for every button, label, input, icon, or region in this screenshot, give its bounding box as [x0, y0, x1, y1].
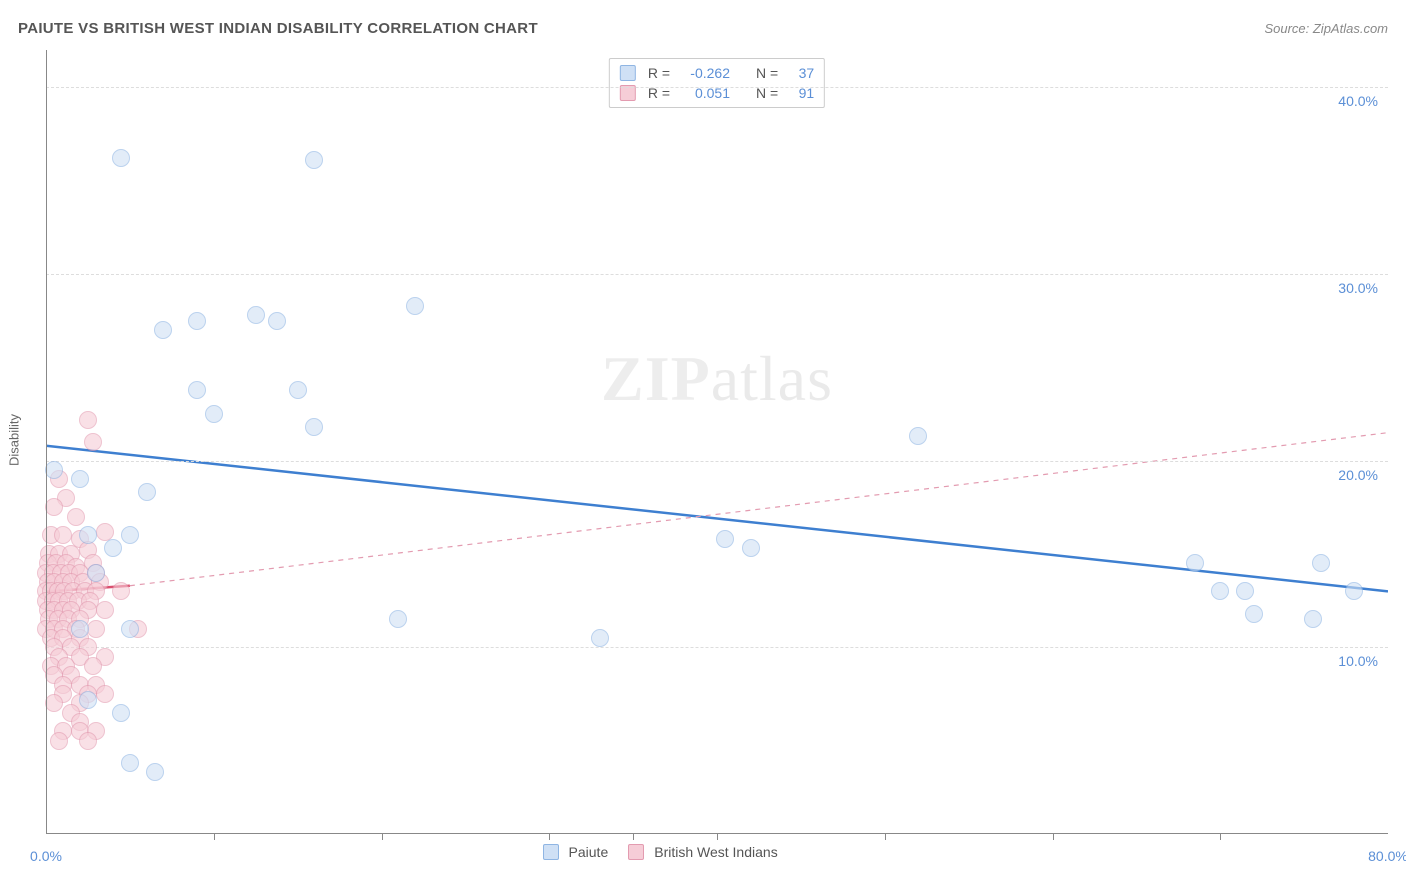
x-tick — [549, 834, 550, 840]
x-tick-label: 80.0% — [1368, 848, 1406, 864]
x-tick — [382, 834, 383, 840]
title-bar: PAIUTE VS BRITISH WEST INDIAN DISABILITY… — [18, 20, 1388, 37]
x-tick — [717, 834, 718, 840]
plot-border — [46, 50, 1388, 834]
x-tick — [633, 834, 634, 840]
legend-swatch — [543, 844, 559, 860]
legend-label: British West Indians — [654, 844, 777, 860]
legend-label: Paiute — [569, 844, 609, 860]
y-axis-label: Disability — [7, 414, 22, 466]
legend-swatch — [628, 844, 644, 860]
chart-title: PAIUTE VS BRITISH WEST INDIAN DISABILITY… — [18, 20, 538, 37]
x-tick — [214, 834, 215, 840]
x-tick — [1053, 834, 1054, 840]
x-tick-label: 0.0% — [30, 848, 62, 864]
source-label: Source: ZipAtlas.com — [1264, 21, 1388, 36]
legend-item: British West Indians — [628, 844, 777, 860]
x-tick — [1220, 834, 1221, 840]
x-tick — [885, 834, 886, 840]
legend-item: Paiute — [543, 844, 609, 860]
legend-series: Paiute British West Indians — [543, 844, 778, 860]
